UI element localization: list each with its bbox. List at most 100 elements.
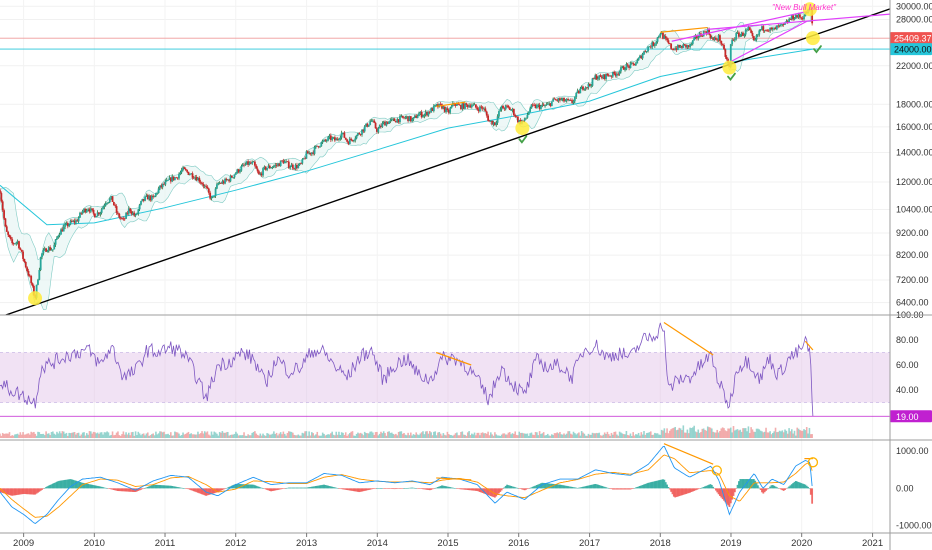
volume-bar (216, 433, 218, 438)
volume-bar (239, 435, 241, 438)
macd-hist-bar (388, 488, 391, 489)
volume-bar (492, 435, 495, 438)
candle-body (614, 73, 617, 76)
macd-hist-bar (206, 488, 209, 496)
macd-hist-bar (172, 486, 175, 489)
macd-hist-bar (729, 488, 732, 504)
volume-bar (317, 435, 320, 438)
candle-body (42, 250, 45, 254)
macd-hist-bar (483, 488, 485, 494)
volume-bar (110, 434, 112, 438)
candle-body (460, 105, 462, 110)
candle-body (615, 73, 618, 76)
candle-body (351, 139, 354, 141)
candle-body (683, 44, 686, 46)
macd-hist-bar (160, 485, 163, 489)
macd-hist-bar (611, 488, 614, 490)
volume-bar (71, 432, 73, 438)
volume-bar (103, 432, 106, 438)
candle-body (411, 119, 414, 122)
macd-hist-bar (503, 487, 506, 489)
volume-bar (350, 431, 352, 438)
candle-body (274, 164, 277, 166)
macd-hist-bar (541, 482, 544, 489)
price-tick-label: 18000.00 (896, 99, 932, 109)
candle-body (549, 103, 552, 107)
macd-hist-bar (498, 488, 500, 494)
candle-body (248, 162, 251, 165)
highlight-circle (28, 291, 43, 306)
candle-body (175, 177, 178, 179)
macd-hist-bar (687, 488, 690, 494)
macd-hist-bar (285, 488, 287, 489)
volume-bar (113, 435, 115, 438)
macd-hist-bar (733, 488, 736, 493)
candle-body (761, 26, 763, 30)
candle-body (163, 183, 165, 185)
candle-body (625, 64, 628, 70)
macd-hist-bar (64, 479, 66, 489)
volume-bar (533, 435, 535, 438)
candle-body (526, 114, 529, 118)
candle-body (576, 90, 579, 93)
candle-body (480, 106, 483, 108)
volume-bar (391, 432, 393, 438)
macd-hist-bar (811, 488, 814, 504)
volume-bar (159, 431, 161, 438)
candle-body (66, 223, 69, 227)
candle-body (281, 160, 283, 162)
macd-hist-bar (396, 488, 399, 489)
volume-bar (475, 435, 477, 438)
volume-bar (42, 433, 45, 438)
volume-bar (662, 430, 664, 438)
macd-hist-bar (424, 488, 427, 490)
volume-bar (536, 432, 538, 438)
candle-body (277, 163, 279, 166)
volume-bar (175, 432, 178, 438)
macd-hist-bar (435, 487, 438, 489)
volume-bar (631, 435, 633, 438)
candle-body (390, 118, 393, 120)
candle-body (106, 202, 109, 204)
price-label-24000: 24000.00 (890, 43, 932, 56)
candle-body (523, 118, 526, 121)
candle-body (466, 104, 469, 108)
candle-body (689, 44, 692, 47)
volume-bar (178, 433, 180, 438)
candle-body (788, 19, 790, 23)
volume-bar (772, 432, 774, 438)
macd-hist-bar (408, 487, 411, 489)
candle-body (24, 261, 27, 268)
macd-hist-bar (674, 488, 677, 498)
volume-bar (369, 431, 371, 438)
candle-body (458, 104, 461, 106)
candle-body (184, 168, 187, 171)
volume-bar (125, 432, 127, 438)
candle-body (111, 196, 114, 202)
candle-body (19, 248, 22, 250)
candle-body (168, 177, 171, 180)
volume-bar (393, 434, 396, 438)
macd-hist-bar (714, 488, 717, 491)
candle-body (492, 122, 495, 125)
volume-bar (422, 431, 424, 438)
macd-hist-bar (588, 485, 591, 489)
macd-hist-bar (504, 485, 507, 489)
volume-bar (593, 433, 595, 438)
volume-bar (274, 434, 277, 438)
macd-hist-bar (603, 486, 606, 489)
candle-body (392, 118, 395, 120)
macd-hist-bar (537, 484, 540, 489)
macd-divergence-line (436, 477, 472, 481)
candle-body (565, 99, 568, 101)
volume-bar (283, 433, 286, 438)
macd-hist-bar (270, 488, 273, 492)
volume-bar (572, 431, 575, 438)
volume-bar (723, 428, 725, 438)
volume-bar (735, 429, 738, 438)
macd-hist-bar (522, 488, 525, 490)
candle-body (50, 249, 53, 251)
volume-bar (624, 434, 626, 438)
macd-hist-bar (62, 480, 65, 489)
candle-body (165, 179, 168, 182)
